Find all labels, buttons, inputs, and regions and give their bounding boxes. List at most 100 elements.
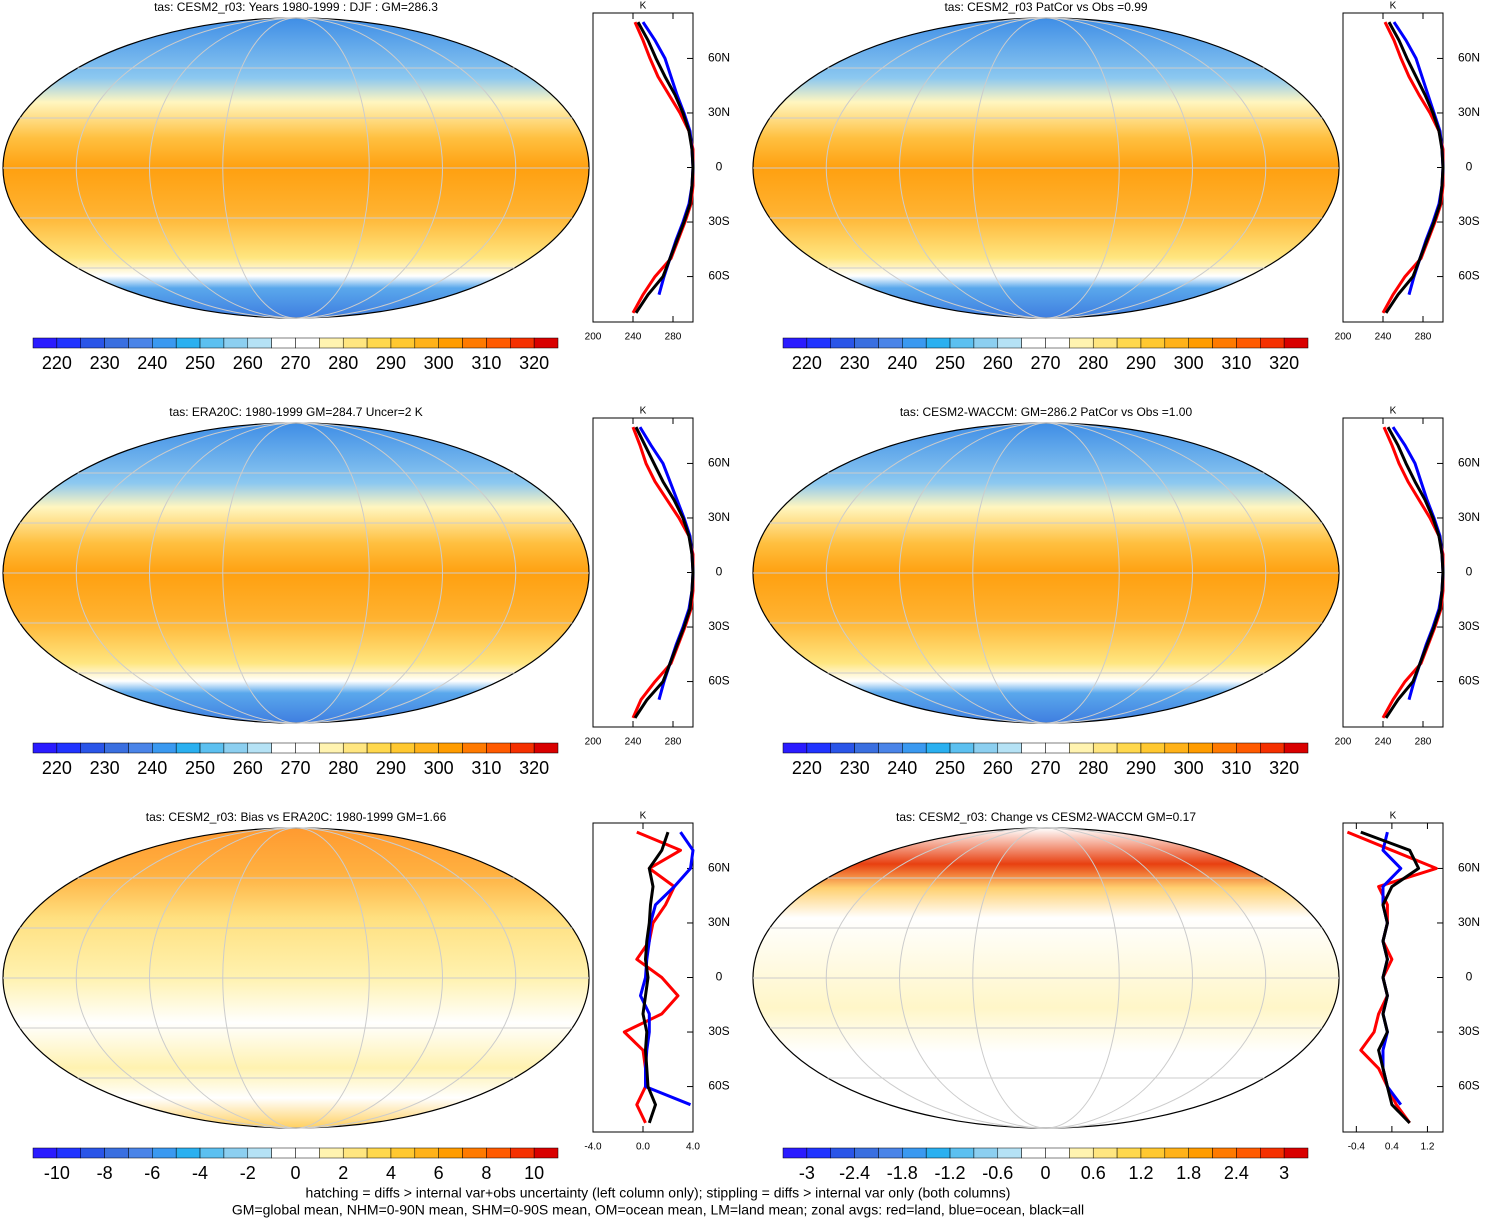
profile-unit: K (1390, 406, 1397, 417)
colorbar-label: -2 (240, 1163, 256, 1183)
zonal-profile (1384, 21, 1445, 314)
colorbar-swatch (510, 1147, 535, 1159)
colorbar-swatch (247, 742, 272, 754)
y-tick-label: 60N (708, 861, 730, 875)
colorbar-label: 2.4 (1224, 1163, 1249, 1183)
profile-unit: K (640, 811, 647, 822)
colorbar-swatch (1140, 337, 1166, 349)
colorbar-label: 0.6 (1081, 1163, 1106, 1183)
colorbar-swatch (247, 1147, 272, 1159)
colorbar-swatch (1021, 337, 1046, 349)
colorbar-swatch (1045, 742, 1070, 754)
colorbar-swatch (295, 337, 320, 349)
y-tick-label: 30N (1458, 915, 1480, 929)
x-tick-label: 0.4 (1385, 1142, 1399, 1153)
zonal-profile (641, 831, 670, 1124)
colorbar-swatch (199, 337, 225, 349)
x-tick-label: 240 (625, 332, 642, 343)
colorbar-swatch (878, 1147, 903, 1159)
graticule (75, 17, 517, 319)
colorbar-swatch (1092, 337, 1118, 349)
colorbar-swatch (925, 337, 951, 349)
colorbar-swatch (438, 1147, 463, 1159)
colorbar-label: 0 (290, 1163, 300, 1183)
graticule (75, 422, 517, 724)
colorbar-swatch (80, 742, 105, 754)
y-tick-label: 0 (1466, 160, 1473, 174)
colorbar-label: 260 (983, 758, 1013, 778)
y-tick-label: 60N (708, 456, 730, 470)
graticule (75, 827, 517, 1129)
colorbar-swatch (152, 337, 177, 349)
colorbar-swatch (973, 337, 999, 349)
colorbar-swatch (366, 742, 392, 754)
colorbar-swatch (199, 742, 225, 754)
colorbar-label: 220 (792, 758, 822, 778)
zonal-profile (1381, 426, 1445, 719)
colorbar-swatch (271, 1147, 296, 1159)
map-title: tas: CESM2_r03: Years 1980-1999 : DJF : … (154, 0, 438, 14)
colorbar-swatch (223, 1147, 249, 1159)
colorbar-swatch (1212, 742, 1237, 754)
map-title: tas: ERA20C: 1980-1999 GM=284.7 Uncer=2 … (169, 405, 422, 419)
colorbar-label: 320 (1269, 758, 1299, 778)
colorbar-label: 280 (328, 353, 358, 373)
colorbar-swatch (878, 337, 903, 349)
colorbar-label: 230 (90, 758, 120, 778)
colorbar-swatch (854, 1147, 879, 1159)
colorbar-swatch (830, 1147, 855, 1159)
y-tick-label: 60S (1458, 269, 1479, 283)
colorbar-swatch (1092, 1147, 1118, 1159)
colorbar-label: 260 (233, 758, 263, 778)
y-tick-label: 60N (1458, 861, 1480, 875)
colorbar-label: 310 (1221, 353, 1251, 373)
colorbar-label: 230 (90, 353, 120, 373)
colorbar-label: -1.2 (935, 1163, 966, 1183)
y-tick-label: 30N (708, 915, 730, 929)
colorbar-swatch (1116, 1147, 1142, 1159)
colorbar-swatch (32, 1147, 58, 1159)
x-tick-label: 1.2 (1420, 1142, 1434, 1153)
colorbar-swatch (486, 337, 511, 349)
colorbar-label: 240 (887, 353, 917, 373)
x-tick-label: 200 (1335, 737, 1352, 748)
colorbar-swatch (128, 337, 153, 349)
colorbar-swatch (1236, 1147, 1261, 1159)
colorbar-swatch (854, 337, 879, 349)
colorbar-swatch (830, 337, 855, 349)
colorbar-label: 290 (1126, 353, 1156, 373)
colorbar-label: 220 (42, 353, 72, 373)
colorbar-swatch (366, 1147, 392, 1159)
y-tick-label: 60N (708, 51, 730, 65)
x-tick-label: 240 (1375, 332, 1392, 343)
zonal-profile (634, 21, 695, 314)
colorbar-swatch (997, 337, 1022, 349)
colorbar-swatch (1283, 337, 1309, 349)
y-tick-label: 60N (1458, 51, 1480, 65)
y-tick-label: 30S (1458, 214, 1479, 228)
colorbar-label: 240 (137, 758, 167, 778)
colorbar-swatch (80, 337, 105, 349)
colorbar-swatch (319, 1147, 344, 1159)
colorbar-swatch (806, 742, 831, 754)
profile-unit: K (1390, 1, 1397, 12)
profile-unit: K (640, 1, 647, 12)
footnote: hatching = diffs > internal var+obs unce… (306, 1185, 1011, 1201)
colorbar-swatch (1021, 742, 1046, 754)
colorbar-swatch (782, 337, 808, 349)
y-tick-label: 30N (1458, 105, 1480, 119)
colorbar-swatch (806, 337, 831, 349)
colorbar-swatch (128, 1147, 153, 1159)
y-tick-label: 30N (1458, 510, 1480, 524)
y-tick-label: 0 (716, 565, 723, 579)
colorbar-swatch (390, 742, 416, 754)
colorbar-swatch (486, 1147, 511, 1159)
x-tick-label: 200 (585, 332, 602, 343)
colorbar-swatch (175, 337, 201, 349)
colorbar-swatch (1069, 1147, 1094, 1159)
colorbar-swatch (462, 742, 487, 754)
colorbar-swatch (56, 1147, 81, 1159)
colorbar-swatch (1021, 1147, 1046, 1159)
colorbar-label: 250 (185, 758, 215, 778)
